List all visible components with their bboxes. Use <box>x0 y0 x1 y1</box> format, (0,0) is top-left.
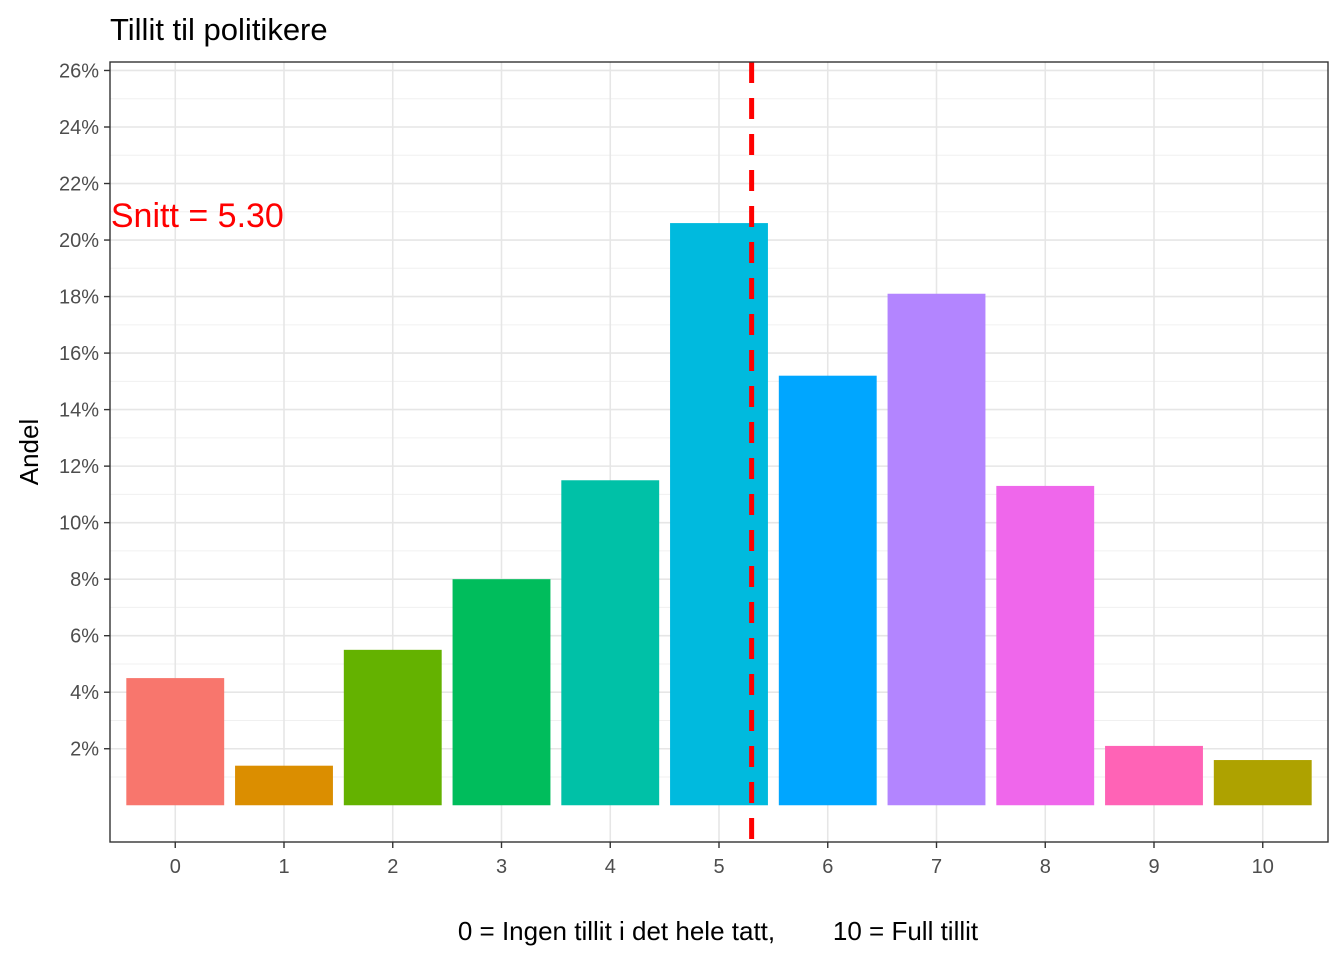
mean-annotation: Snitt = 5.30 <box>111 197 284 235</box>
x-axis: 0 1 2 3 4 5 6 7 8 9 10 <box>170 842 1274 878</box>
x-tick-label: 8 <box>1040 856 1051 878</box>
y-tick-label: 4% <box>70 682 99 704</box>
x-tick-label: 6 <box>822 856 833 878</box>
bar-0 <box>126 678 225 806</box>
x-tick-label: 4 <box>605 856 616 878</box>
bar-4 <box>561 480 660 806</box>
x-tick-label: 9 <box>1148 856 1159 878</box>
bar-8 <box>996 485 1095 806</box>
y-tick-label: 22% <box>59 174 99 196</box>
x-axis-title: 0 = Ingen tillit i det hele tatt, 10 = F… <box>458 916 979 946</box>
x-tick-label: 2 <box>387 856 398 878</box>
x-tick-label: 10 <box>1252 856 1274 878</box>
y-tick-label: 14% <box>59 400 99 422</box>
bar-1 <box>235 765 333 806</box>
y-tick-label: 24% <box>59 117 99 139</box>
bar-3 <box>452 579 551 806</box>
y-axis-title: Andel <box>14 419 44 486</box>
y-tick-label: 2% <box>70 739 99 761</box>
bar-2 <box>343 649 442 806</box>
y-axis: 2% 4% 6% 8% 10% 12% 14% 16% 18% 20% 22% 24% 26% <box>59 60 110 761</box>
y-tick-label: 20% <box>59 230 99 252</box>
y-tick-label: 12% <box>59 456 99 478</box>
x-tick-label: 3 <box>496 856 507 878</box>
x-tick-label: 5 <box>713 856 724 878</box>
y-tick-label: 16% <box>59 343 99 365</box>
y-tick-label: 10% <box>59 513 99 535</box>
y-tick-label: 26% <box>59 60 99 82</box>
y-tick-label: 8% <box>70 569 99 591</box>
x-tick-label: 0 <box>170 856 181 878</box>
y-tick-label: 18% <box>59 287 99 309</box>
bars <box>126 223 1312 806</box>
bar-7 <box>887 293 986 806</box>
x-tick-label: 7 <box>931 856 942 878</box>
bar-10 <box>1213 760 1312 806</box>
x-tick-label: 1 <box>278 856 289 878</box>
bar-9 <box>1105 745 1203 806</box>
y-tick-label: 6% <box>70 626 99 648</box>
bar-6 <box>778 375 877 806</box>
chart-title: Tillit til politikere <box>110 12 328 47</box>
